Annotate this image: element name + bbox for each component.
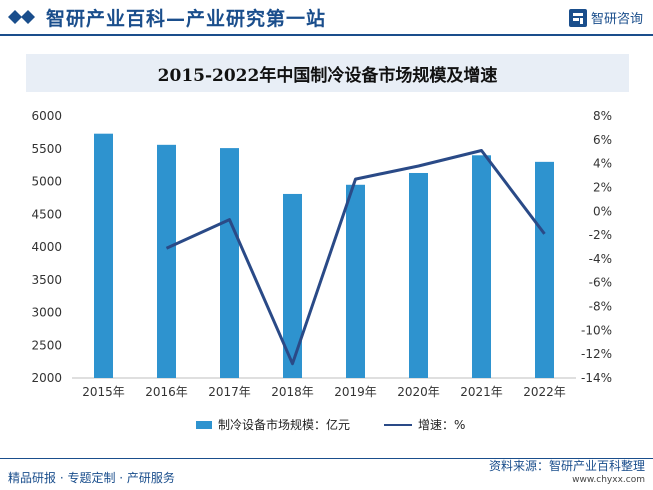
x-tick-label: 2015年 xyxy=(82,385,125,399)
chart-title-box: 2015-2022年中国制冷设备市场规模及增速 xyxy=(26,54,629,92)
bar xyxy=(283,193,302,378)
bar xyxy=(157,144,176,378)
x-tick-label: 2017年 xyxy=(208,385,251,399)
y-right-tick-label: -14% xyxy=(581,371,612,385)
chart-plot: 6000 5500 5000 4500 4000 3500 3000 2500 2000 8% 6%… xyxy=(31,109,612,399)
footer-divider xyxy=(0,458,653,459)
x-tick-label: 2020年 xyxy=(397,385,440,399)
y-right-tick-label: -10% xyxy=(581,323,612,337)
y-left-tick-label: 5000 xyxy=(31,175,62,189)
header-divider xyxy=(0,34,653,36)
double-diamond-icon xyxy=(8,10,35,24)
x-tick-label: 2022年 xyxy=(523,385,566,399)
x-tick-label: 2021年 xyxy=(460,385,503,399)
footer-source-block: 资料来源：智研产业百科整理 www.chyxx.com xyxy=(489,459,645,486)
legend-item-growth: 增速：% xyxy=(384,416,465,433)
footer-url[interactable]: www.chyxx.com xyxy=(572,475,645,485)
legend-label-market-size: 制冷设备市场规模：亿元 xyxy=(218,418,351,432)
y-right-tick-label: -12% xyxy=(581,347,612,361)
y-left-tick-label: 2500 xyxy=(31,338,62,352)
header-title: 智研产业百科—产业研究第一站 xyxy=(46,8,327,30)
legend-bar-swatch xyxy=(196,420,212,429)
x-tick-label: 2018年 xyxy=(271,385,314,399)
y-left-tick-label: 5500 xyxy=(31,142,62,156)
legend-line-swatch xyxy=(384,423,412,426)
chart-title: 2015-2022年中国制冷设备市场规模及增速 xyxy=(157,65,498,86)
y-left-tick-label: 3500 xyxy=(31,273,62,287)
y-right-tick-label: -4% xyxy=(589,252,612,266)
y-left-tick-label: 6000 xyxy=(31,109,62,123)
bar xyxy=(220,148,239,378)
brand-logo: 智研咨询 xyxy=(568,8,643,27)
y-right-tick-label: -2% xyxy=(589,228,612,242)
legend-item-market-size: 制冷设备市场规模：亿元 xyxy=(196,416,350,433)
brand-label: 智研咨询 xyxy=(590,12,643,27)
bar xyxy=(94,133,113,378)
footer-services: 精品研报 · 专题定制 · 产研服务 xyxy=(8,471,175,485)
x-tick-label: 2016年 xyxy=(145,385,188,399)
bar xyxy=(346,184,365,378)
y-left-tick-label: 3000 xyxy=(31,306,62,320)
y-left-tick-label: 4000 xyxy=(31,240,62,254)
page-footer: 精品研报 · 专题定制 · 产研服务 资料来源：智研产业百科整理 www.chy… xyxy=(0,458,653,490)
growth-line xyxy=(165,149,546,366)
zhiyan-logo-icon xyxy=(568,8,587,27)
y-left-tick-label: 4500 xyxy=(31,207,62,221)
y-right-tick-label: -8% xyxy=(589,300,612,314)
bar xyxy=(409,172,428,378)
y-right-tick-label: 0% xyxy=(593,204,612,218)
footer-source: 资料来源：智研产业百科整理 xyxy=(488,459,645,473)
x-tick-label: 2019年 xyxy=(334,385,377,399)
y-left-tick-label: 2000 xyxy=(31,371,62,385)
y-right-tick-label: 4% xyxy=(593,157,612,171)
y-right-tick-label: 2% xyxy=(593,180,612,194)
legend-label-growth: 增速：% xyxy=(418,418,466,432)
page-header: 智研产业百科—产业研究第一站 智研咨询 xyxy=(0,0,653,34)
bar xyxy=(472,155,491,378)
bar xyxy=(535,161,554,378)
y-right-tick-label: 8% xyxy=(593,109,612,123)
y-right-tick-label: -6% xyxy=(589,276,612,290)
chart-legend: 制冷设备市场规模：亿元 增速：% xyxy=(0,416,653,432)
y-right-tick-label: 6% xyxy=(593,133,612,147)
